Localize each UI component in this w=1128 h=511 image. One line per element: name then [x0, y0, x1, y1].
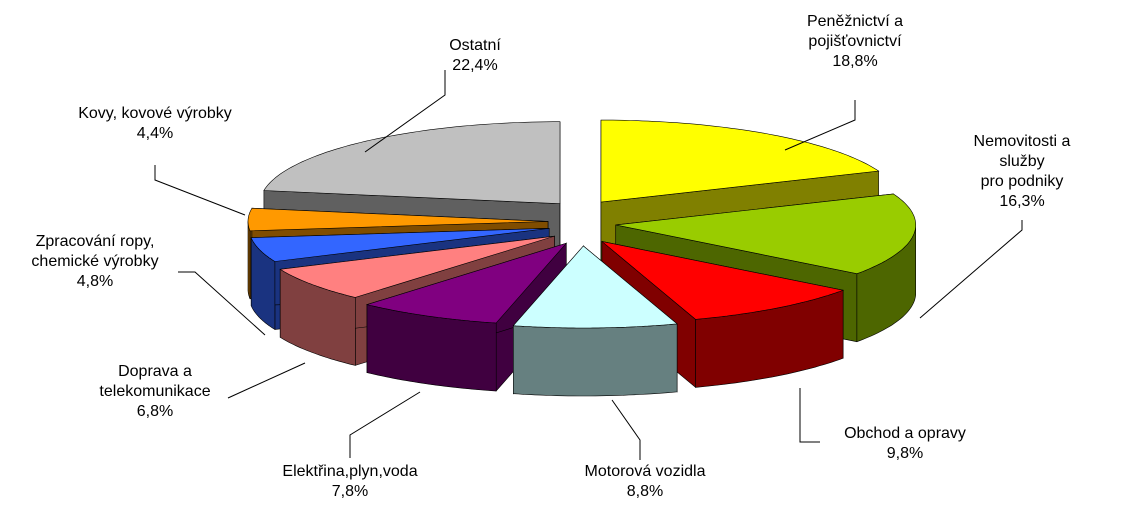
slice-value: 22,4% — [452, 57, 498, 74]
slice-name: Nemovitosti a služby pro podniky — [973, 133, 1071, 190]
slice-label: Ostatní 22,4% — [449, 36, 501, 76]
slice-value: 18,8% — [832, 53, 878, 70]
slice-side — [247, 221, 251, 299]
slice-label: Motorová vozidla 8,8% — [585, 462, 706, 502]
leader-line — [154, 165, 246, 216]
leader-line — [364, 70, 446, 153]
slice-value: 8,8% — [626, 483, 664, 500]
slice-value: 16,3% — [999, 193, 1045, 210]
slice-side — [513, 323, 678, 397]
slice-label: Kovy, kovové výrobky 4,4% — [78, 104, 232, 144]
slice-label: Nemovitosti a služby pro podniky 16,3% — [969, 132, 1075, 212]
slice-top — [250, 228, 550, 262]
slice — [601, 240, 845, 389]
slice-name: Zpracování ropy, chemické výrobky — [31, 233, 159, 270]
slice-top — [263, 121, 561, 205]
slice — [365, 242, 568, 392]
slice — [512, 245, 678, 397]
slice-value: 4,8% — [76, 273, 114, 290]
slice-top — [279, 235, 555, 298]
slice-top — [247, 207, 549, 232]
slice-top — [512, 245, 678, 329]
slice-value: 7,8% — [331, 483, 369, 500]
leader-line — [178, 271, 266, 336]
slice-name: Peněžnictví a pojišťovnictví — [806, 13, 904, 50]
slice-name: Elektřina,plyn,voda — [282, 463, 418, 480]
leader-line — [919, 220, 1023, 319]
slice-name: Motorová vozidla — [584, 463, 706, 480]
slice-top — [615, 193, 916, 275]
slice-top — [601, 241, 845, 320]
slice-value: 4,4% — [136, 125, 174, 142]
slice-label: Zpracování ropy, chemické výrobky 4,8% — [31, 232, 158, 292]
slice-name: Ostatní — [449, 37, 501, 54]
slice-name: Doprava a telekomunikace — [99, 363, 211, 400]
leader-line — [784, 100, 856, 151]
slice-label: Obchod a opravy 9,8% — [844, 424, 966, 464]
slice-top — [600, 119, 880, 203]
leader-line — [349, 391, 421, 458]
slice-label: Doprava a telekomunikace 6,8% — [99, 362, 210, 422]
leader-line — [227, 362, 306, 399]
slice-name: Kovy, kovové výrobky — [78, 105, 232, 122]
slice-top — [365, 242, 568, 324]
slice-value: 6,8% — [136, 403, 174, 420]
leader-line — [611, 399, 641, 460]
leader-line — [799, 388, 820, 443]
slice-label: Peněžnictví a pojišťovnictví 18,8% — [807, 12, 903, 72]
slice-name: Obchod a opravy — [844, 425, 966, 442]
slice-label: Elektřina,plyn,voda 7,8% — [282, 462, 417, 502]
slice-value: 9,8% — [886, 445, 924, 462]
